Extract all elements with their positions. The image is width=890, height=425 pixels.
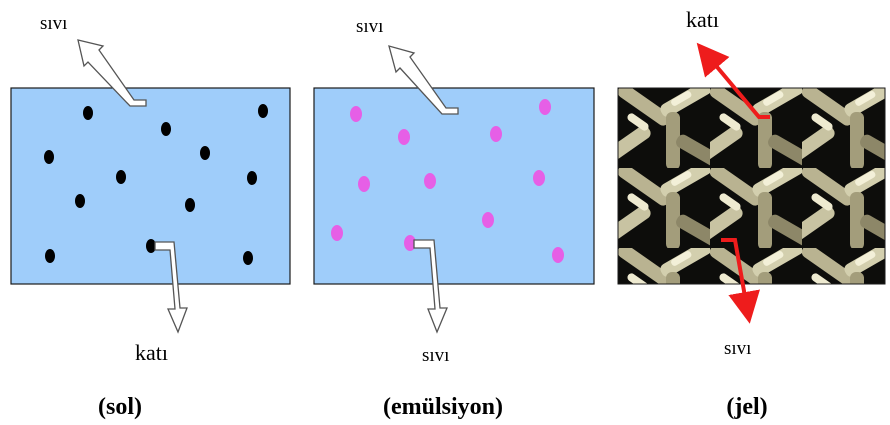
liquid-droplet: [482, 212, 494, 228]
solid-particle: [200, 146, 210, 160]
sol-solid-arrow: [154, 241, 188, 334]
liquid-droplet: [350, 106, 362, 122]
gel-top-label: katı: [686, 7, 719, 32]
emulsion-caption: (emülsiyon): [383, 394, 503, 420]
solid-particle: [75, 194, 85, 208]
emulsion-liquid-box: [313, 87, 595, 285]
solid-particle: [185, 198, 195, 212]
emulsion-bottom-liquid-arrow: [413, 239, 448, 334]
liquid-droplet: [424, 173, 436, 189]
sol-bottom-label: katı: [135, 340, 168, 365]
gel-solid-arrow: [696, 42, 770, 119]
solid-particle: [146, 239, 156, 253]
gel-network-box: [617, 87, 886, 285]
solid-particle: [116, 170, 126, 184]
gel-liquid-arrow: [721, 238, 760, 324]
solid-particle: [83, 106, 93, 120]
sol-caption: (sol): [98, 394, 142, 420]
sol-panel: sıvı katı (sol): [10, 13, 291, 420]
liquid-droplet: [358, 176, 370, 192]
liquid-droplet: [552, 247, 564, 263]
liquid-droplet: [539, 99, 551, 115]
solid-particle: [243, 251, 253, 265]
emulsion-top-liquid-arrow: [388, 45, 459, 115]
sol-liquid-arrow: [77, 39, 147, 107]
emulsion-droplets: [331, 99, 564, 263]
liquid-droplet: [490, 126, 502, 142]
liquid-droplet: [398, 129, 410, 145]
sol-top-label: sıvı: [40, 13, 67, 34]
liquid-droplet: [533, 170, 545, 186]
gel-caption: (jel): [726, 394, 767, 420]
solid-particle: [45, 249, 55, 263]
emulsion-panel: sıvı sıvı (emülsiyon): [313, 16, 595, 420]
liquid-droplet: [404, 235, 416, 251]
solid-particle: [161, 122, 171, 136]
solid-particle: [44, 150, 54, 164]
solid-particle: [258, 104, 268, 118]
emulsion-top-label: sıvı: [356, 16, 383, 37]
gel-bottom-label: sıvı: [724, 338, 751, 359]
solid-particle: [247, 171, 257, 185]
emulsion-bottom-label: sıvı: [422, 345, 449, 366]
sol-solid-particles: [44, 104, 268, 265]
liquid-droplet: [331, 225, 343, 241]
gel-panel: katı sıvı (jel): [617, 7, 886, 420]
